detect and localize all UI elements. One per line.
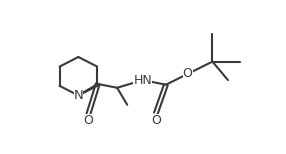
Text: O: O	[183, 67, 192, 80]
Text: HN: HN	[133, 74, 152, 87]
Text: N: N	[74, 89, 83, 102]
Text: O: O	[84, 114, 94, 127]
Text: O: O	[151, 114, 161, 127]
